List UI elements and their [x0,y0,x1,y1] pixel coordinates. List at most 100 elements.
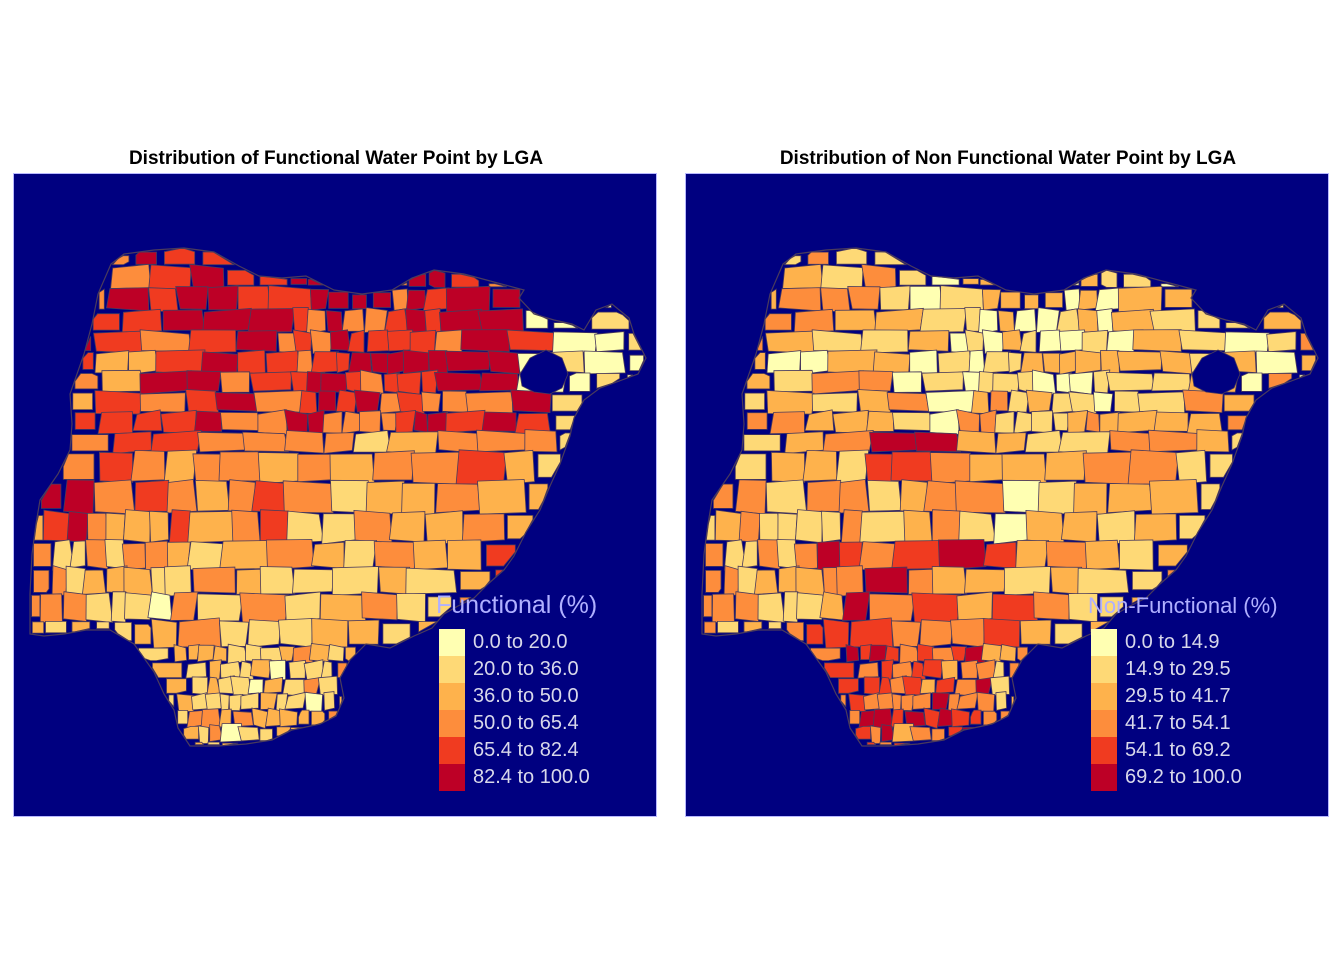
lga-region [1096,308,1114,333]
lga-region [121,308,163,335]
legend-swatch [439,656,465,683]
lga-region [290,278,308,285]
lga-region [123,509,151,544]
lga-region [401,281,408,286]
lga-region [820,287,851,312]
lga-region [110,591,127,623]
legend-item: 0.0 to 14.9 [1091,629,1220,656]
legend-item: 41.7 to 54.1 [1091,710,1231,737]
lga-region [1148,429,1199,453]
lga-region [424,510,464,545]
lga-region [347,619,380,645]
lga-region [1067,410,1089,435]
legend-label: 41.7 to 54.1 [1125,712,1231,734]
lga-region [746,373,771,390]
lga-region [232,710,254,727]
legend-swatch [1091,710,1117,737]
lga-region [194,479,230,512]
lga-region [559,432,571,451]
lga-region [822,618,850,649]
lga-region [183,726,200,740]
lga-region [327,644,345,662]
legend-title: Functional (%) [436,591,598,619]
lga-region [365,480,406,515]
lga-region [1019,619,1052,645]
lga-region [968,349,986,374]
lga-region [465,391,514,415]
lga-region [219,371,250,393]
lga-region [1077,567,1130,595]
lga-region [859,644,873,661]
lga-region [74,373,99,390]
lga-region [323,691,336,711]
lga-region [807,251,829,265]
lga-region [239,592,290,623]
lga-region [869,725,882,745]
lga-region [1068,371,1094,395]
lga-region [923,707,941,729]
lga-region [891,693,902,712]
lga-region [1042,352,1062,374]
lga-region [891,371,922,393]
lga-region [33,543,52,567]
lga-region [1025,509,1065,544]
functional-choropleth-map [29,247,647,747]
lga-region [263,676,284,694]
lga-region [1133,513,1178,543]
lga-region [911,592,962,623]
lga-region [1084,539,1121,571]
lga-region [147,591,173,621]
lga-region [164,565,192,597]
lga-region [717,620,739,634]
lga-region [1151,372,1192,392]
lga-region [863,676,881,696]
lga-region [339,696,343,708]
lga-region [1003,566,1051,596]
lga-region [372,450,415,481]
lga-region [307,409,325,435]
legend-label: 54.1 to 69.2 [1125,739,1231,761]
lga-region [868,593,916,622]
lga-region [388,511,426,543]
lga-region [1074,349,1102,375]
lga-region [849,710,861,725]
lga-region [884,645,900,662]
lga-region [1000,291,1021,309]
lga-region [310,351,339,374]
lga-region [845,644,860,663]
lga-polygons [703,248,1316,747]
lga-region [240,692,260,710]
lga-region [66,510,89,543]
lga-region [950,645,968,662]
lga-region [1013,308,1037,332]
lga-region [163,248,196,265]
lga-region [112,431,152,455]
lga-region [347,329,365,353]
lga-region [192,566,236,594]
lga-region [149,510,170,543]
lga-region [259,728,273,742]
lga-region [956,691,979,710]
lga-region [94,390,143,415]
lga-region [445,285,491,313]
lga-region [838,479,870,514]
lga-region [735,479,767,515]
lga-region [872,351,911,375]
lga-region [899,643,921,665]
non-functional-map-panel: Non-Functional (%) 0.0 to 14.9 14.9 to 29… [685,173,1329,817]
lga-region [1024,294,1039,310]
lga-region [890,620,922,648]
lga-region [237,285,272,313]
lga-region [820,264,864,290]
lga-region [1149,479,1199,515]
lga-region [435,483,482,514]
lga-region [268,659,287,681]
lga-region [476,429,527,453]
lga-region [537,453,561,478]
lga-region [96,621,110,630]
lga-region [148,264,192,290]
lga-region [62,453,95,480]
lga-region [421,391,442,412]
lga-region [886,392,930,412]
lga-region [1105,371,1155,392]
